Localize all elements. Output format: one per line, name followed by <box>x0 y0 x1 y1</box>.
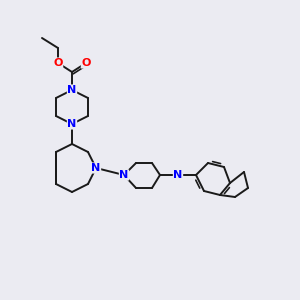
Text: N: N <box>92 163 100 173</box>
Text: O: O <box>53 58 63 68</box>
Text: N: N <box>68 85 76 95</box>
Text: O: O <box>81 58 91 68</box>
Text: N: N <box>68 119 76 129</box>
Text: N: N <box>173 170 183 180</box>
Text: N: N <box>119 170 129 180</box>
